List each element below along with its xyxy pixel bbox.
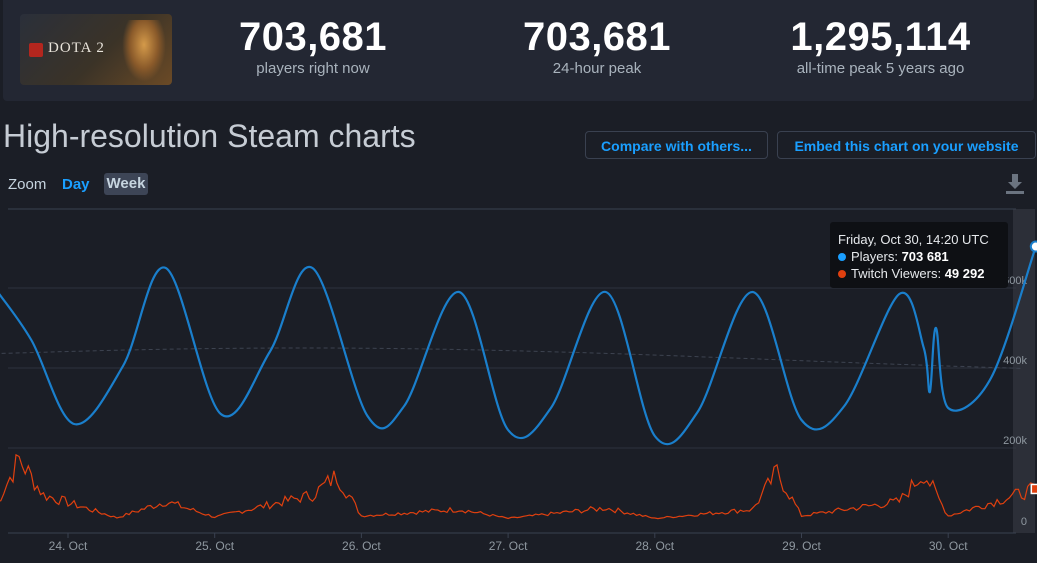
section-title: High-resolution Steam charts <box>3 118 416 154</box>
average-line <box>0 347 1022 369</box>
twitch-series-line <box>0 453 1035 520</box>
chart-grid <box>8 287 1016 449</box>
stats-header: DOTA 2 703,681 players right now 703,681… <box>3 0 1034 101</box>
stat-value: 1,295,114 <box>790 15 971 59</box>
x-axis-ticks: 24. Oct 25. Oct 26. Oct 27. Oct 28. Oct 29. O… <box>49 533 968 553</box>
compare-button[interactable]: Compare with others... <box>585 131 768 159</box>
twitch-hover-marker <box>1030 483 1037 495</box>
x-tick-label: 26. Oct <box>342 539 381 553</box>
x-tick-label: 25. Oct <box>195 539 234 553</box>
tooltip-twitch-value: 49 292 <box>944 266 985 281</box>
range-selector-handle[interactable] <box>1013 209 1035 533</box>
stat-24h-peak: 703,681 24-hour peak <box>497 14 697 78</box>
x-tick-label: 30. Oct <box>929 539 968 553</box>
x-tick-label: 28. Oct <box>635 539 674 553</box>
y-tick-label: 0 <box>1021 516 1027 528</box>
stat-all-time-peak: 1,295,114 all-time peak 5 years ago <box>763 14 998 78</box>
game-banner[interactable]: DOTA 2 <box>20 14 172 85</box>
tooltip-twitch-label: Twitch Viewers: <box>851 266 945 281</box>
tooltip-players-row: Players: 703 681 <box>838 248 1008 265</box>
x-tick-label: 27. Oct <box>489 539 528 553</box>
stat-label: players right now <box>256 60 370 77</box>
zoom-day-button[interactable]: Day <box>62 176 90 193</box>
stat-value: 703,681 <box>238 15 388 59</box>
players-series-line <box>0 246 1037 446</box>
players-hover-marker <box>1029 240 1037 253</box>
y-tick-label: 200k <box>1003 435 1027 447</box>
tooltip-twitch-row: Twitch Viewers: 49 292 <box>838 265 1008 282</box>
twitch-dot-icon <box>838 270 846 278</box>
zoom-label: Zoom <box>8 176 47 193</box>
stat-value: 703,681 <box>522 15 672 59</box>
hero-art-image <box>122 20 166 82</box>
players-dot-icon <box>838 253 846 261</box>
tooltip-title: Friday, Oct 30, 14:20 UTC <box>838 232 989 247</box>
x-tick-label: 24. Oct <box>49 539 88 553</box>
player-chart[interactable]: 200k 400k 600k 0 24. Oct 25. Oct 26. Oct 27. O… <box>0 200 1037 563</box>
y-tick-label: 600k <box>1003 275 1027 287</box>
y-axis-ticks: 200k 400k 600k 0 <box>1003 275 1027 528</box>
dota-logo-icon <box>29 43 43 57</box>
zoom-week-button[interactable]: Week <box>104 173 148 195</box>
embed-chart-button[interactable]: Embed this chart on your website <box>777 131 1036 159</box>
stat-label: all-time peak 5 years ago <box>796 60 965 77</box>
download-icon[interactable] <box>1005 173 1025 195</box>
tooltip-players-value: 703 681 <box>901 249 949 264</box>
y-tick-label: 400k <box>1003 355 1027 367</box>
tooltip-players-label: Players: <box>851 249 902 264</box>
chart-tooltip: Friday, Oct 30, 14:20 UTC Players: 703 6… <box>830 222 1008 288</box>
x-tick-label: 29. Oct <box>782 539 821 553</box>
stat-label: 24-hour peak <box>552 60 642 77</box>
game-logo-text: DOTA 2 <box>48 40 105 56</box>
stat-current-players: 703,681 players right now <box>213 14 413 78</box>
